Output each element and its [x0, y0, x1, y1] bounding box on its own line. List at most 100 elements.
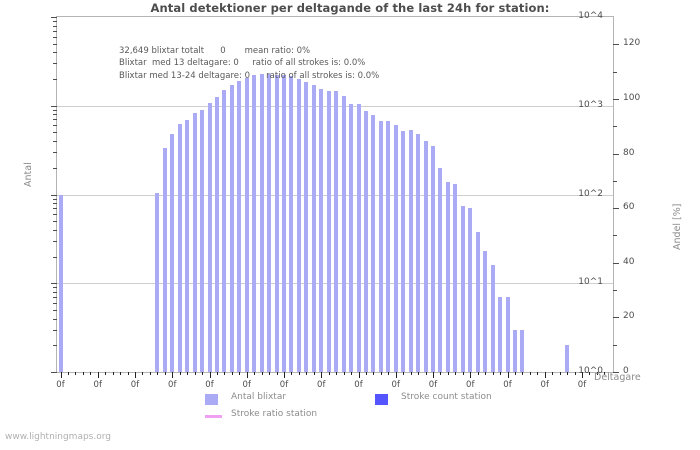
- bar: [453, 184, 458, 372]
- x-tick-minor: [492, 372, 494, 375]
- y-tick-minor: [53, 109, 57, 111]
- bar: [229, 85, 234, 372]
- y-tick-minor: [53, 30, 57, 32]
- annotation-line: Blixtar med 13-24 deltagare: 0 ratio of …: [119, 70, 380, 81]
- x-tick-minor: [67, 372, 69, 375]
- x-tick-major: [507, 372, 509, 378]
- y-tick-minor: [53, 21, 57, 23]
- y-tick-minor: [53, 240, 57, 242]
- annotation-line: Blixtar med 13 deltagare: 0 ratio of all…: [119, 58, 366, 69]
- y-right-tick-major: [613, 262, 619, 264]
- y-right-tick-major: [613, 153, 619, 155]
- x-tick-minor: [291, 372, 293, 375]
- x-tick-minor: [388, 372, 390, 375]
- y-tick-minor: [53, 302, 57, 304]
- x-tick-minor: [522, 372, 524, 375]
- x-tick-minor: [365, 372, 367, 375]
- x-tick-minor: [224, 372, 226, 375]
- x-tick-label: 0f: [317, 380, 326, 390]
- x-tick-minor: [164, 372, 166, 375]
- x-tick-minor: [455, 372, 457, 375]
- x-tick-minor: [142, 372, 144, 375]
- bar: [304, 82, 309, 372]
- y-tick-minor: [53, 291, 57, 293]
- bar: [200, 109, 205, 372]
- x-tick-minor: [567, 372, 569, 375]
- x-tick-minor: [596, 372, 598, 375]
- x-tick-minor: [179, 372, 181, 375]
- bar: [237, 81, 242, 372]
- y-tick-minor: [53, 229, 57, 231]
- bar: [408, 129, 413, 372]
- x-tick-minor: [149, 372, 151, 375]
- x-tick-major: [209, 372, 211, 378]
- x-tick-label: 0f: [279, 380, 289, 390]
- y-right-tick-label: 0: [623, 366, 629, 376]
- y-tick-minor: [53, 25, 57, 27]
- x-tick-label: 0f: [56, 380, 65, 390]
- y-right-tick-major: [613, 208, 619, 210]
- x-tick-label: 0f: [93, 380, 102, 390]
- x-tick-minor: [328, 372, 330, 375]
- x-tick-major: [97, 372, 99, 378]
- bar: [490, 265, 495, 372]
- x-tick-minor: [187, 372, 189, 375]
- bar: [222, 90, 227, 372]
- x-tick-major: [321, 372, 323, 378]
- x-tick-major: [246, 372, 248, 378]
- y-right-tick-label: 40: [623, 256, 635, 267]
- y-right-tick-minor: [613, 180, 617, 182]
- y-tick-minor: [53, 329, 57, 331]
- y-right-tick-minor: [613, 126, 617, 128]
- y-tick-minor: [53, 198, 57, 200]
- y-tick-minor: [53, 309, 57, 311]
- x-tick-major: [358, 372, 360, 378]
- y-tick-minor: [53, 287, 57, 289]
- x-tick-minor: [254, 372, 256, 375]
- bar: [416, 134, 421, 372]
- y-tick-minor: [53, 43, 57, 45]
- y-right-tick-minor: [613, 290, 617, 292]
- bar: [393, 125, 398, 372]
- y-right-tick-minor: [613, 344, 617, 346]
- x-tick-minor: [112, 372, 114, 375]
- y-tick-minor: [53, 114, 57, 116]
- y-tick-minor: [53, 203, 57, 205]
- bar: [401, 130, 406, 372]
- y-tick-minor: [53, 79, 57, 81]
- x-tick-minor: [261, 372, 263, 375]
- watermark: www.lightningmaps.org: [5, 432, 111, 442]
- bar: [214, 97, 219, 372]
- y-tick-major: [51, 105, 57, 107]
- bar-series-antal-blixtar: [57, 17, 613, 372]
- x-tick-minor: [239, 372, 241, 375]
- y-tick-minor: [53, 132, 57, 134]
- x-tick-major: [135, 372, 136, 378]
- y-tick-label: 10^4: [578, 11, 603, 21]
- y-right-tick-label: 20: [623, 311, 635, 322]
- x-axis-label: Deltagare: [594, 372, 641, 383]
- x-tick-label: 0f: [466, 380, 475, 390]
- x-tick-minor: [90, 372, 92, 375]
- bar: [512, 329, 517, 372]
- legend-color-swatch: [205, 394, 218, 405]
- x-tick-label: 0f: [391, 380, 400, 390]
- bar: [319, 88, 324, 372]
- y-tick-label: 10^0: [578, 366, 603, 376]
- bar: [192, 113, 197, 372]
- bar: [460, 205, 465, 372]
- x-tick-label: 0f: [168, 380, 177, 390]
- x-tick-minor: [269, 372, 271, 375]
- bar: [207, 103, 212, 372]
- x-tick-minor: [529, 372, 531, 375]
- x-tick-major: [433, 372, 434, 378]
- y-tick-major: [51, 194, 57, 196]
- x-tick-minor: [120, 372, 122, 375]
- y-tick-minor: [53, 119, 57, 121]
- bar: [259, 73, 264, 372]
- x-tick-minor: [440, 372, 442, 375]
- y-tick-minor: [53, 345, 57, 347]
- bar: [244, 77, 249, 372]
- y-right-tick-major: [613, 317, 619, 319]
- y-tick-minor: [53, 296, 57, 298]
